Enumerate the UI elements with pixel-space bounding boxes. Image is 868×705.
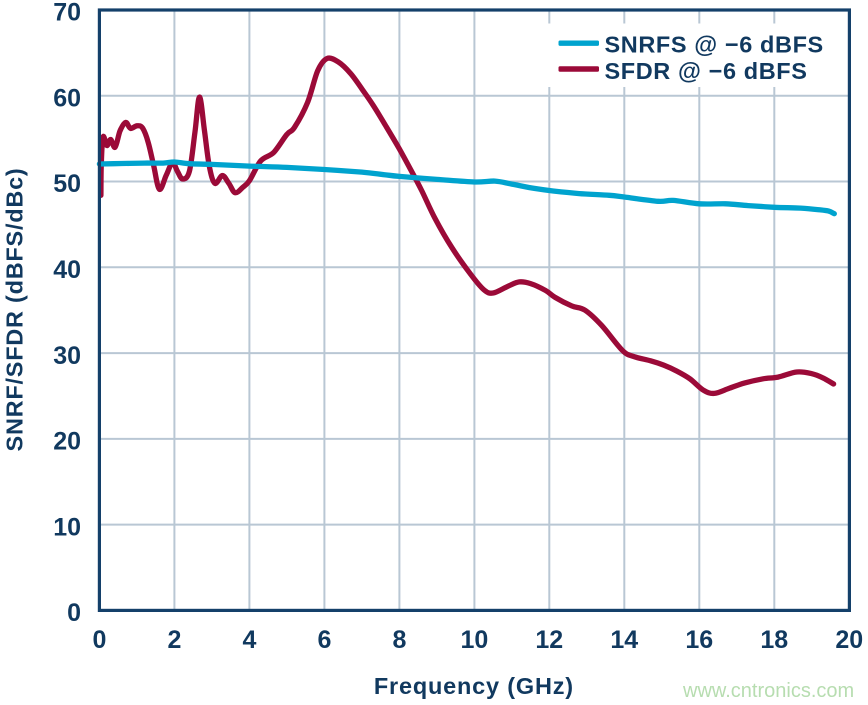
svg-text:20: 20 [53, 428, 81, 456]
svg-text:20: 20 [835, 626, 863, 654]
svg-text:SNRFS @ −6 dBFS: SNRFS @ −6 dBFS [605, 31, 824, 57]
svg-text:12: 12 [535, 626, 563, 654]
svg-text:14: 14 [610, 626, 638, 654]
svg-text:0: 0 [67, 599, 81, 627]
svg-text:40: 40 [53, 256, 81, 284]
svg-text:0: 0 [92, 626, 106, 654]
svg-text:8: 8 [392, 626, 406, 654]
svg-text:2: 2 [167, 626, 181, 654]
svg-text:SFDR @ −6 dBFS: SFDR @ −6 dBFS [605, 58, 808, 84]
svg-text:70: 70 [53, 0, 81, 27]
svg-text:6: 6 [317, 626, 331, 654]
svg-text:16: 16 [685, 626, 713, 654]
svg-text:60: 60 [53, 85, 81, 113]
svg-text:SNRF/SFDR (dBFS/dBc): SNRF/SFDR (dBFS/dBc) [2, 168, 28, 452]
svg-text:4: 4 [242, 626, 256, 654]
svg-text:50: 50 [53, 170, 81, 198]
svg-text:30: 30 [53, 342, 81, 370]
svg-text:18: 18 [760, 626, 788, 654]
svg-text:Frequency (GHz): Frequency (GHz) [374, 673, 574, 699]
svg-text:10: 10 [53, 513, 81, 541]
svg-text:10: 10 [460, 626, 488, 654]
svg-text:www.cntronics.com: www.cntronics.com [682, 680, 854, 702]
